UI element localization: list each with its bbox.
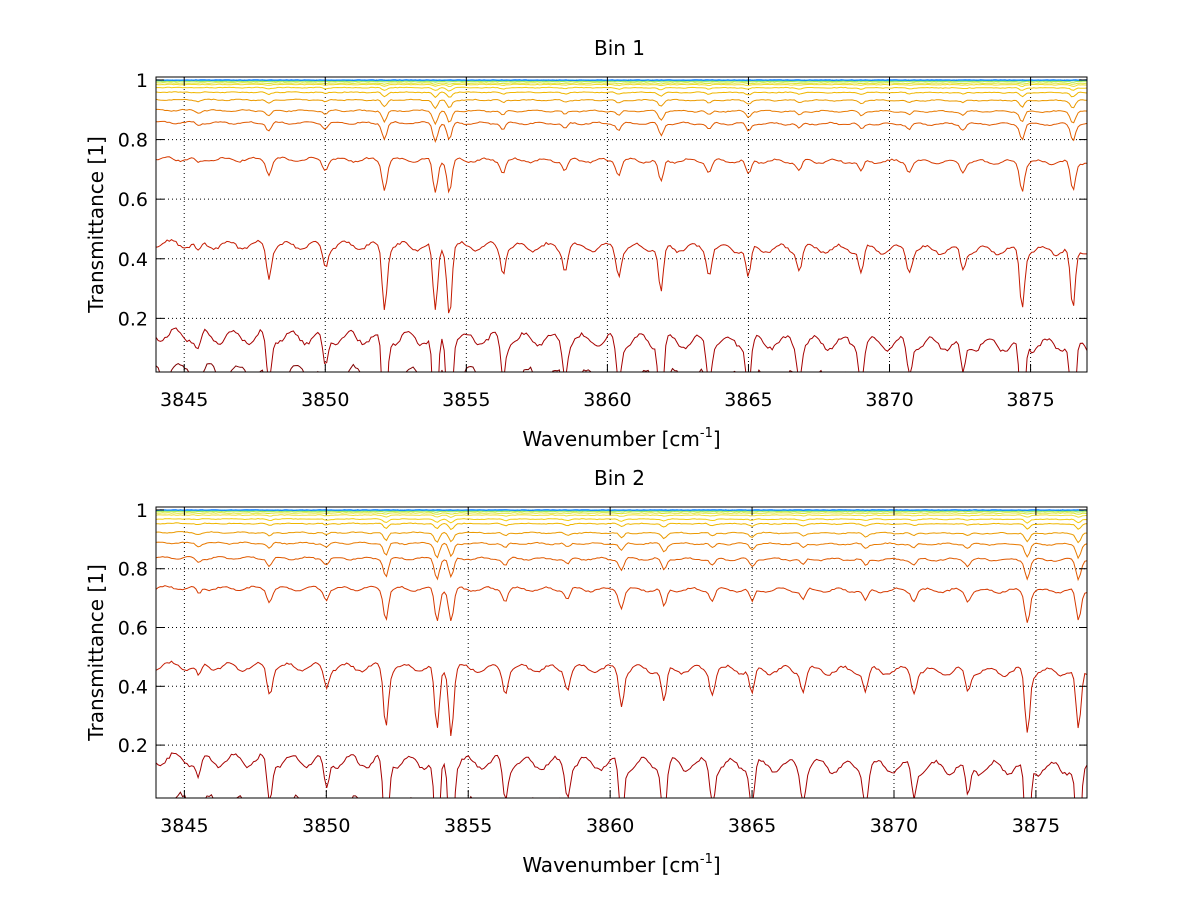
x-axis-label-sup: -1: [700, 852, 713, 867]
x-tick-label: 3870: [865, 389, 913, 411]
y-tick-label: 0.6: [118, 189, 148, 211]
series-line: [156, 108, 1087, 126]
series-line: [156, 79, 1087, 81]
series-line: [156, 86, 1087, 92]
x-axis-label: Wavenumber [cm-1]: [522, 852, 720, 877]
series-line: [156, 510, 1087, 513]
y-tick-label: 0.8: [118, 130, 148, 152]
x-tick-label: 3845: [160, 815, 208, 837]
chart-title: Bin 2: [594, 466, 645, 490]
y-tick-label: 0.8: [118, 559, 148, 581]
chart-title: Bin 1: [594, 36, 645, 60]
series-line: [156, 120, 1087, 143]
chart-panel-1: 3845 3850 3855 3860 3865 3870 3875 0.2 0.4 0.6 0.8…: [84, 36, 1088, 451]
chart-panel-2: 3845 3850 3855 3860 3865 3870 3875 0.2 0.4 0.6 0.8…: [84, 466, 1088, 877]
axes-box: [155, 506, 1088, 799]
x-axis-label-sup: -1: [700, 426, 713, 441]
series-line: [156, 522, 1087, 531]
x-tick-label: 3875: [1006, 389, 1054, 411]
y-axis-label: Transmittance [1]: [84, 136, 108, 314]
x-tick-label: 3875: [1012, 815, 1060, 837]
series-group: [156, 509, 1087, 798]
series-line: [156, 82, 1087, 85]
series-line: [156, 517, 1087, 524]
y-tick-label: 0.4: [118, 249, 148, 271]
x-axis-label-end: ]: [713, 427, 721, 451]
series-line: [156, 91, 1087, 99]
series-line: [156, 541, 1087, 560]
x-tick-label: 3855: [444, 815, 492, 837]
x-tick-label: 3855: [442, 389, 490, 411]
x-tick-label: 3850: [302, 815, 350, 837]
series-line: [156, 98, 1087, 110]
y-axis-label: Transmittance [1]: [84, 564, 108, 742]
y-tick-label: 1: [136, 70, 148, 92]
series-line: [156, 83, 1087, 88]
x-tick-label: 3860: [583, 389, 631, 411]
series-line: [156, 238, 1087, 314]
axes-box: [155, 76, 1088, 373]
series-line: [156, 327, 1087, 372]
series-line: [156, 509, 1087, 511]
series-line: [156, 585, 1087, 623]
y-tick-label: 0.2: [118, 308, 148, 330]
series-line: [156, 660, 1087, 737]
series-line: [156, 80, 1087, 83]
x-tick-label: 3845: [160, 389, 208, 411]
y-tick-label: 1: [136, 500, 148, 522]
x-tick-label: 3870: [870, 815, 918, 837]
x-tick-label: 3860: [586, 815, 634, 837]
x-axis-label: Wavenumber [cm-1]: [522, 426, 720, 451]
x-axis-label-base: Wavenumber [cm: [522, 853, 700, 877]
x-axis-label-end: ]: [713, 853, 721, 877]
series-line: [156, 531, 1087, 544]
series-line: [156, 514, 1087, 519]
series-group: [156, 79, 1087, 372]
x-tick-label: 3865: [728, 815, 776, 837]
series-line: [156, 555, 1087, 582]
y-tick-label: 0.4: [118, 676, 148, 698]
x-tick-label: 3865: [724, 389, 772, 411]
y-tick-label: 0.2: [118, 735, 148, 757]
series-line: [156, 512, 1087, 515]
x-axis-label-base: Wavenumber [cm: [522, 427, 700, 451]
series-line: [156, 752, 1087, 798]
y-tick-label: 0.6: [118, 618, 148, 640]
series-line: [156, 156, 1087, 194]
x-tick-label: 3850: [301, 389, 349, 411]
